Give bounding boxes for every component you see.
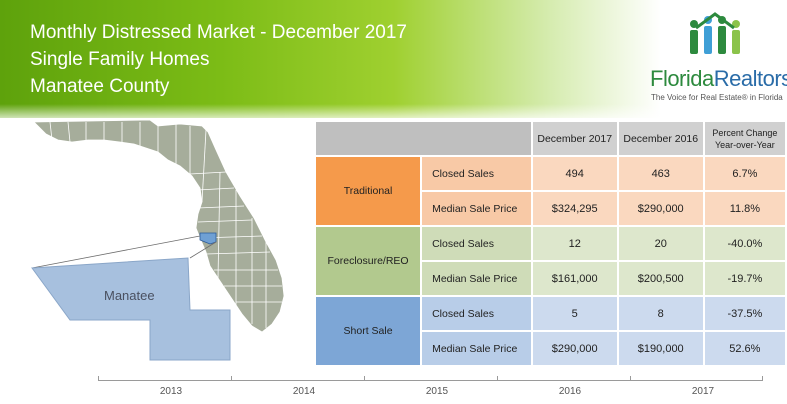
manatee-county-inset — [31, 257, 231, 361]
value-current: 494 — [530, 155, 619, 192]
logo-name-part2: Realtors — [713, 66, 787, 91]
timeline-tick — [231, 376, 232, 381]
value-change: -40.0% — [702, 225, 787, 262]
logo-tagline: The Voice for Real Estate® in Florida — [651, 93, 783, 102]
timeline-tick — [630, 376, 631, 381]
table-row: Short Sale Closed Sales 5 8 -37.5% — [313, 295, 787, 367]
timeline-year: 2016 — [558, 386, 582, 397]
value-previous: $190,000 — [616, 330, 705, 367]
timeline-tick — [762, 376, 763, 381]
category-traditional: Traditional — [313, 155, 423, 227]
value-current: 12 — [530, 225, 619, 262]
table-row: Median Sale Price $161,000 $200,500 -19.… — [315, 260, 787, 297]
header-previous: December 2016 — [616, 120, 705, 157]
row-label: Closed Sales — [420, 225, 533, 262]
value-current: $161,000 — [530, 260, 619, 297]
category-foreclosure-reo: Foreclosure/REO — [313, 225, 423, 297]
table-row: Median Sale Price $290,000 $190,000 52.6… — [315, 330, 787, 367]
row-label: Closed Sales — [420, 295, 533, 332]
florida-state-shape — [33, 119, 285, 333]
timeline-year: 2013 — [159, 386, 183, 397]
value-previous: $200,500 — [616, 260, 705, 297]
timeline-tick — [98, 376, 99, 381]
timeline-axis — [98, 380, 763, 381]
report-subtitle: Single Family Homes — [30, 49, 210, 70]
florida-county-map — [31, 119, 285, 361]
timeline-year: 2015 — [425, 386, 449, 397]
table-row: Median Sale Price $324,295 $290,000 11.8… — [315, 190, 787, 227]
header-change-line1: Percent Change — [712, 127, 778, 138]
logo-name-part1: Florida — [650, 66, 714, 91]
distressed-market-table: December 2017 December 2016 Percent Chan… — [313, 120, 787, 367]
value-current: $324,295 — [530, 190, 619, 227]
header-change-line2: Year-over-Year — [714, 139, 775, 150]
manatee-county-highlight — [199, 232, 217, 245]
header-change: Percent Change Year-over-Year — [702, 120, 787, 157]
row-label: Median Sale Price — [420, 260, 533, 297]
value-current: $290,000 — [530, 330, 619, 367]
value-previous: 20 — [616, 225, 705, 262]
florida-realtors-logo-text: FloridaRealtors® — [650, 66, 787, 92]
table-row: Foreclosure/REO Closed Sales 12 20 -40.0… — [313, 225, 787, 297]
value-change: 11.8% — [702, 190, 787, 227]
florida-realtors-logo-icon — [690, 12, 740, 54]
report-title: Monthly Distressed Market - December 201… — [30, 22, 407, 43]
value-previous: $290,000 — [616, 190, 705, 227]
category-short-sale: Short Sale — [313, 295, 423, 367]
row-label: Median Sale Price — [420, 330, 533, 367]
header-current: December 2017 — [530, 120, 619, 157]
value-previous: 463 — [616, 155, 705, 192]
county-name: Manatee County — [30, 76, 170, 97]
header-banner — [0, 0, 787, 124]
timeline-year: 2014 — [292, 386, 316, 397]
value-change: 6.7% — [702, 155, 787, 192]
value-change: -37.5% — [702, 295, 787, 332]
value-change: 52.6% — [702, 330, 787, 367]
table-row: Traditional Closed Sales 494 463 6.7% — [313, 155, 787, 227]
timeline-tick — [497, 376, 498, 381]
row-label: Closed Sales — [420, 155, 533, 192]
header-blank-cell — [314, 120, 533, 157]
row-label: Median Sale Price — [420, 190, 533, 227]
timeline-year: 2017 — [691, 386, 715, 397]
value-current: 5 — [530, 295, 619, 332]
timeline-tick — [364, 376, 365, 381]
manatee-county-label: Manatee — [104, 288, 155, 303]
value-change: -19.7% — [702, 260, 787, 297]
table-header-row: December 2017 December 2016 Percent Chan… — [314, 120, 787, 157]
value-previous: 8 — [616, 295, 705, 332]
